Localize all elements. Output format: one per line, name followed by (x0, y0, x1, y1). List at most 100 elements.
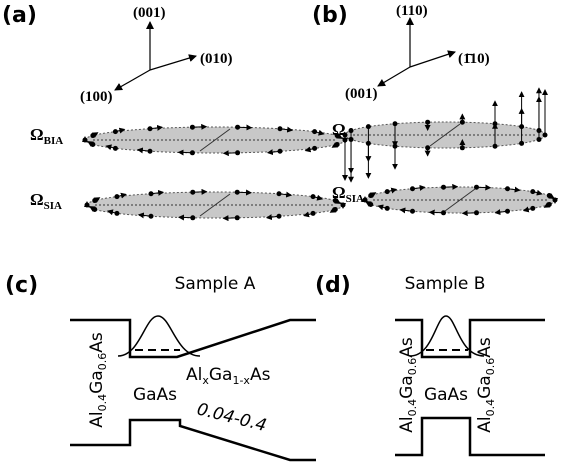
spin-arrow (192, 188, 208, 195)
spin-arrow (115, 127, 126, 134)
valence-band (395, 416, 545, 457)
spin-arrow (329, 207, 337, 213)
t: Al (475, 416, 495, 432)
t: As (87, 332, 107, 353)
t: Ga (397, 375, 417, 399)
panel-label: (b) (312, 3, 348, 28)
spin-arrow (278, 191, 293, 198)
symbol: Ω (30, 125, 44, 144)
spin-arrow (137, 212, 152, 219)
spin-arrow (237, 189, 253, 196)
sub: 0.4 (96, 394, 109, 412)
barrier-label: Al0.4Ga0.6As (475, 337, 497, 433)
panel-label: (c) (5, 273, 38, 298)
spin-arrow (494, 209, 508, 216)
spin-arrow (136, 147, 151, 154)
sub: 0.4 (406, 399, 419, 417)
sub: 0.4 (484, 399, 497, 417)
spin-arrow (377, 204, 388, 211)
barrier-label: Al0.4Ga0.6As (397, 337, 419, 433)
symbol: Ω (332, 183, 346, 202)
conduction-band (70, 318, 316, 359)
spin-arrow (331, 142, 339, 148)
k-point (189, 124, 195, 130)
panel-title: Sample B (405, 274, 486, 294)
spin-arrow (304, 146, 315, 153)
spin-arrow (87, 141, 94, 147)
spin-arrow (177, 149, 193, 156)
spin-arrow (443, 183, 459, 190)
spin-arrow (279, 126, 294, 133)
spin-arrow (399, 207, 413, 214)
t: As (475, 337, 495, 358)
axis-label: (1̄10) (458, 51, 490, 67)
conduction-band (395, 318, 545, 359)
t: Al (397, 416, 417, 432)
subscript: SIA (346, 193, 364, 205)
spin-arrow (89, 206, 96, 212)
spin-arrow (106, 209, 118, 216)
spin-arrow (116, 192, 127, 199)
spin-arrow (149, 124, 164, 131)
spin-arrow (314, 129, 325, 136)
spin-arrow (548, 193, 555, 199)
axis-label: (110) (396, 3, 428, 19)
panel-label: (a) (2, 3, 37, 28)
barrier-label: Al0.4Ga0.6As (87, 332, 109, 428)
spin-arrow (177, 214, 193, 221)
omega-label: ΩSIA (30, 190, 62, 212)
spin-arrow (312, 194, 324, 201)
spin-arrow (237, 124, 253, 131)
sub: 0.6 (96, 353, 109, 371)
well-label: GaAs (133, 385, 177, 405)
t: Al (186, 365, 202, 385)
t: Al (87, 411, 107, 427)
spin-arrow (336, 133, 343, 139)
axes (377, 17, 456, 87)
t: Ga (87, 370, 107, 394)
spin-arrow (543, 202, 551, 208)
subscript: SIA (44, 200, 62, 212)
spin-arrow (461, 210, 477, 217)
k-point (519, 124, 525, 130)
spin-arrow (387, 187, 398, 194)
well-label: GaAs (424, 385, 468, 405)
spin-arrow (303, 211, 314, 218)
axis-label: (010) (200, 51, 233, 67)
spin-arrow (93, 197, 101, 203)
spin-arrow (476, 184, 492, 191)
sub: 1-x (232, 374, 250, 387)
spin-arrow (334, 198, 341, 204)
spin-arrow (507, 186, 521, 193)
t: As (250, 365, 271, 385)
wavefunction (117, 315, 201, 357)
spin-arrow (412, 184, 426, 191)
axis-label: (001) (133, 5, 166, 21)
subscript: BIA (44, 135, 64, 147)
axes (114, 21, 197, 91)
t: Ga (475, 375, 495, 399)
sub: 0.6 (406, 358, 419, 376)
spin-arrow (222, 215, 238, 222)
diameter (199, 128, 231, 152)
spin-arrow (266, 149, 281, 156)
spin-arrow (192, 123, 208, 130)
axis-label: (100) (80, 89, 113, 105)
omega-label: ΩBIA (30, 125, 63, 147)
diameter (429, 123, 461, 147)
spin-arrow (105, 144, 116, 151)
t: As (397, 337, 417, 358)
panel-label: (d) (315, 273, 351, 298)
spin-arrow (369, 192, 377, 198)
wavefunction (409, 315, 485, 357)
spin-arrow (522, 206, 533, 213)
axis-label: (001) (345, 86, 378, 102)
spin-arrow (265, 214, 280, 221)
spin-arrow (150, 189, 165, 196)
valence-band (70, 418, 316, 462)
spin-arrow (222, 150, 238, 157)
diameter (444, 188, 476, 212)
t: Ga (209, 365, 233, 385)
spin-arrow (365, 201, 372, 207)
